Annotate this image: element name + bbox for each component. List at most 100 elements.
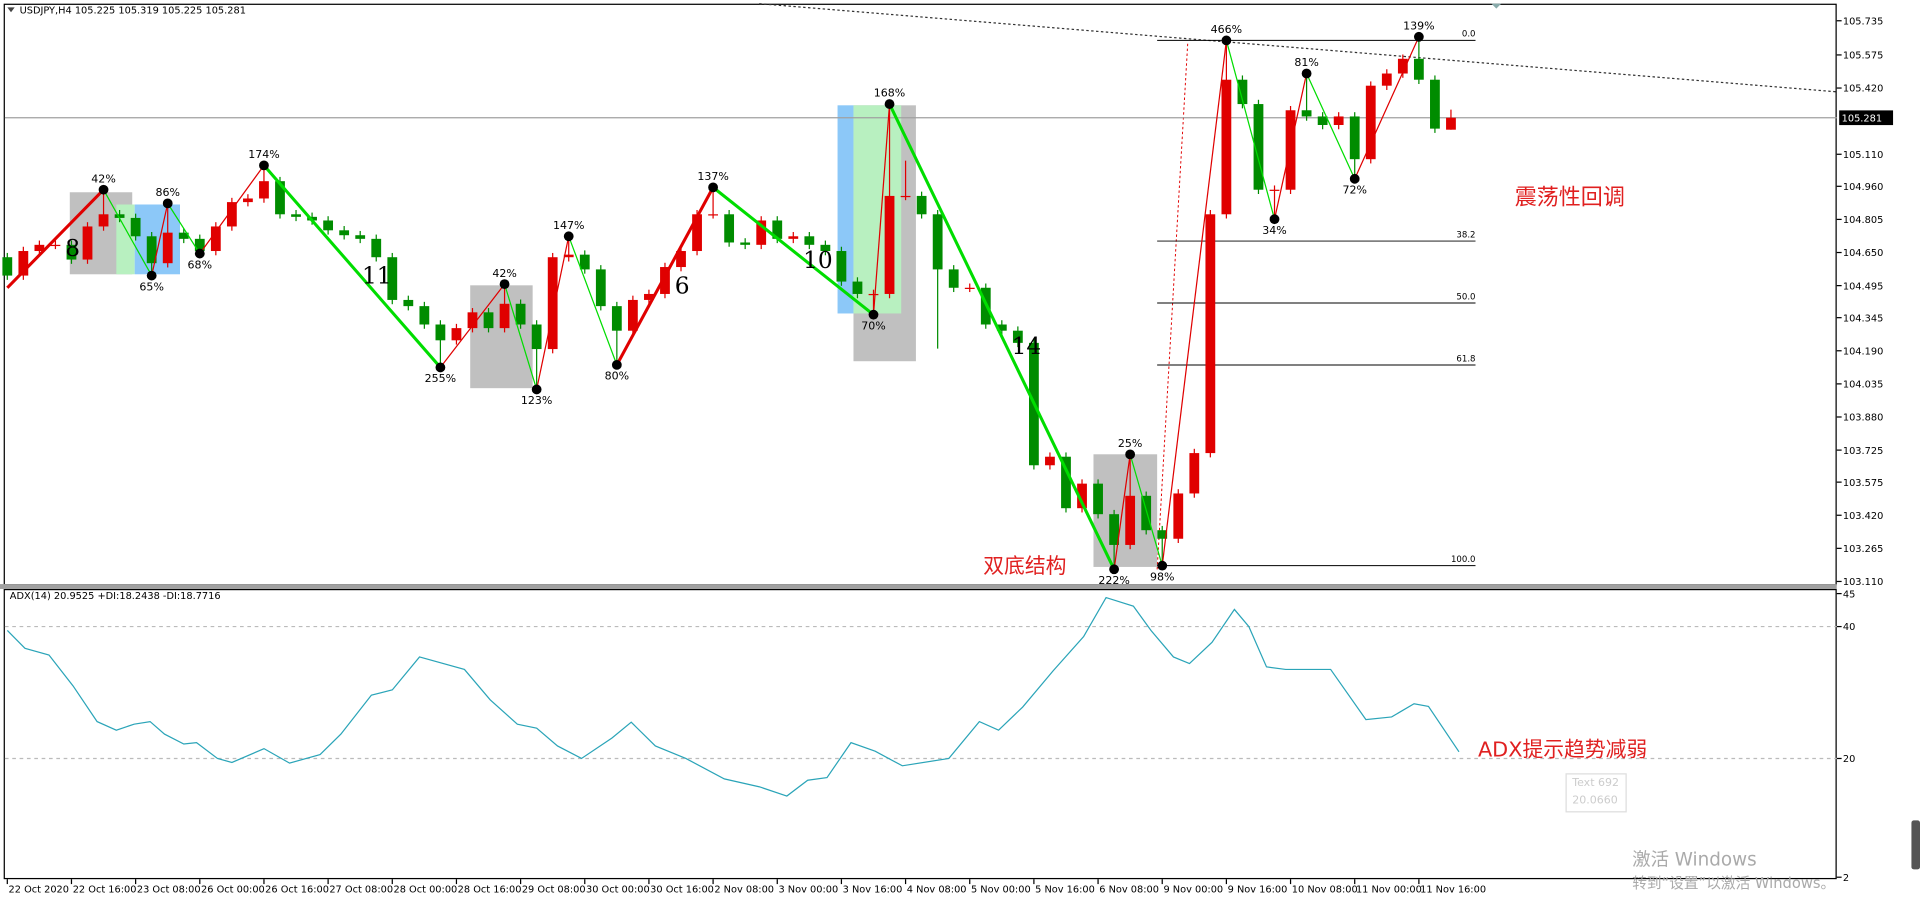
pivot-point [708, 182, 718, 193]
candle-body [836, 251, 847, 282]
candle-body [210, 226, 221, 252]
candle-body [1237, 79, 1248, 105]
candle-body [499, 303, 510, 329]
zigzag-segment [872, 104, 891, 315]
candle-body [339, 230, 350, 236]
y-tick-label: 104.650 [1843, 248, 1883, 259]
zone-box [837, 105, 854, 314]
wave-count: 8 [65, 235, 80, 262]
candle-body [1189, 453, 1200, 494]
pivot-point [162, 198, 173, 209]
pivot-label: 72% [1342, 184, 1366, 197]
pivot-point [1157, 560, 1168, 571]
trend-line [759, 3, 1837, 93]
candle-body [130, 217, 141, 237]
candle-body [547, 257, 558, 350]
zigzag-segment [1113, 454, 1131, 570]
y-tick-label: 104.345 [1843, 313, 1883, 324]
candle-body [1205, 214, 1216, 454]
zigzag-segment [1354, 36, 1420, 180]
candle-body [932, 214, 943, 270]
pivot-label: 174% [248, 148, 280, 161]
candle-body [355, 235, 366, 239]
watermark: 激活 Windows [1632, 850, 1757, 871]
candle-body [1333, 116, 1344, 125]
x-tick-label: 5 Nov 00:00 [971, 885, 1031, 896]
pivot-label: 222% [1098, 574, 1130, 587]
x-tick-label: 28 Oct 16:00 [458, 885, 522, 896]
candle-body [1317, 116, 1328, 125]
pivot-point [611, 359, 622, 370]
pivot-point [1349, 173, 1360, 184]
zigzag-segment [888, 103, 1116, 570]
pivot-point [146, 270, 157, 281]
candle-body [323, 220, 334, 231]
x-tick-label: 11 Nov 00:00 [1356, 885, 1422, 896]
zigzag-segment [615, 186, 715, 366]
pivot-label: 70% [861, 319, 885, 332]
candle-body [1012, 330, 1023, 343]
candle-body [66, 244, 77, 260]
x-tick-label: 10 Nov 08:00 [1292, 885, 1358, 896]
pivot-point [531, 384, 542, 395]
fib-label: 38.2 [1456, 230, 1475, 240]
pivot-label: 168% [874, 87, 906, 100]
candle-body [644, 293, 654, 300]
x-tick-label: 30 Oct 00:00 [586, 885, 650, 896]
candle-body [724, 214, 735, 243]
pivot-label: 123% [521, 394, 553, 407]
pivot-label: 147% [553, 219, 585, 232]
y-tick-label: 103.110 [1843, 577, 1883, 588]
zigzag-segment [568, 236, 618, 366]
x-tick-label: 6 Nov 08:00 [1099, 885, 1159, 896]
watermark: 转到“设置”以激活 Windows。 [1632, 875, 1835, 892]
y-tick-label: 20 [1843, 754, 1855, 765]
wave-count: 10 [803, 247, 833, 274]
y-tick-label: 105.420 [1843, 84, 1883, 95]
candle-body [1430, 79, 1440, 129]
y-tick-label: 105.575 [1843, 51, 1883, 62]
candle-body [1125, 495, 1136, 545]
pivot-label: 42% [492, 267, 516, 280]
candle-body [563, 254, 574, 258]
candle-body [515, 303, 526, 325]
candle-body [660, 267, 670, 294]
annotation: 震荡性回调 [1515, 185, 1625, 210]
zigzag-segment [151, 203, 169, 276]
chart-title: USDJPY,H4 105.225 105.319 105.225 105.28… [20, 5, 246, 16]
wave-count: 6 [675, 272, 690, 299]
candle-body [18, 251, 29, 276]
candle-body [964, 287, 975, 289]
candle-body [868, 293, 879, 296]
candle-body [531, 324, 542, 350]
pivot-label: 65% [139, 280, 163, 293]
x-tick-label: 30 Oct 16:00 [650, 885, 714, 896]
scroll-handle[interactable] [1911, 820, 1920, 870]
wave-count: 11 [362, 263, 392, 290]
pivot-label: 34% [1262, 224, 1286, 237]
candle-body [1173, 493, 1184, 539]
x-tick-label: 28 Oct 00:00 [394, 885, 458, 896]
symbol-icon [7, 7, 15, 13]
zigzag-segment [1129, 454, 1163, 566]
candle-body [1061, 456, 1071, 509]
pivot-label: 68% [188, 258, 212, 271]
zigzag-segment [536, 236, 570, 390]
pivot-point [1221, 35, 1232, 46]
x-tick-label: 29 Oct 08:00 [522, 885, 586, 896]
y-tick-label: 105.735 [1843, 16, 1883, 27]
candle-body [50, 244, 61, 247]
pivot-label: 42% [91, 172, 115, 185]
pivot-label: 25% [1118, 437, 1142, 450]
zigzag-segment [199, 165, 265, 254]
candle-body [692, 214, 702, 252]
candle-body [419, 306, 430, 325]
x-tick-label: 2 Nov 08:00 [714, 885, 774, 896]
pivot-point [259, 160, 269, 171]
x-tick-label: 3 Nov 00:00 [778, 885, 838, 896]
zigzag-segment [712, 186, 875, 316]
candle-body [146, 236, 157, 264]
indicator-title: ADX(14) 20.9525 +DI:18.2438 -DI:18.7716 [10, 591, 221, 602]
candle-body [595, 269, 606, 307]
